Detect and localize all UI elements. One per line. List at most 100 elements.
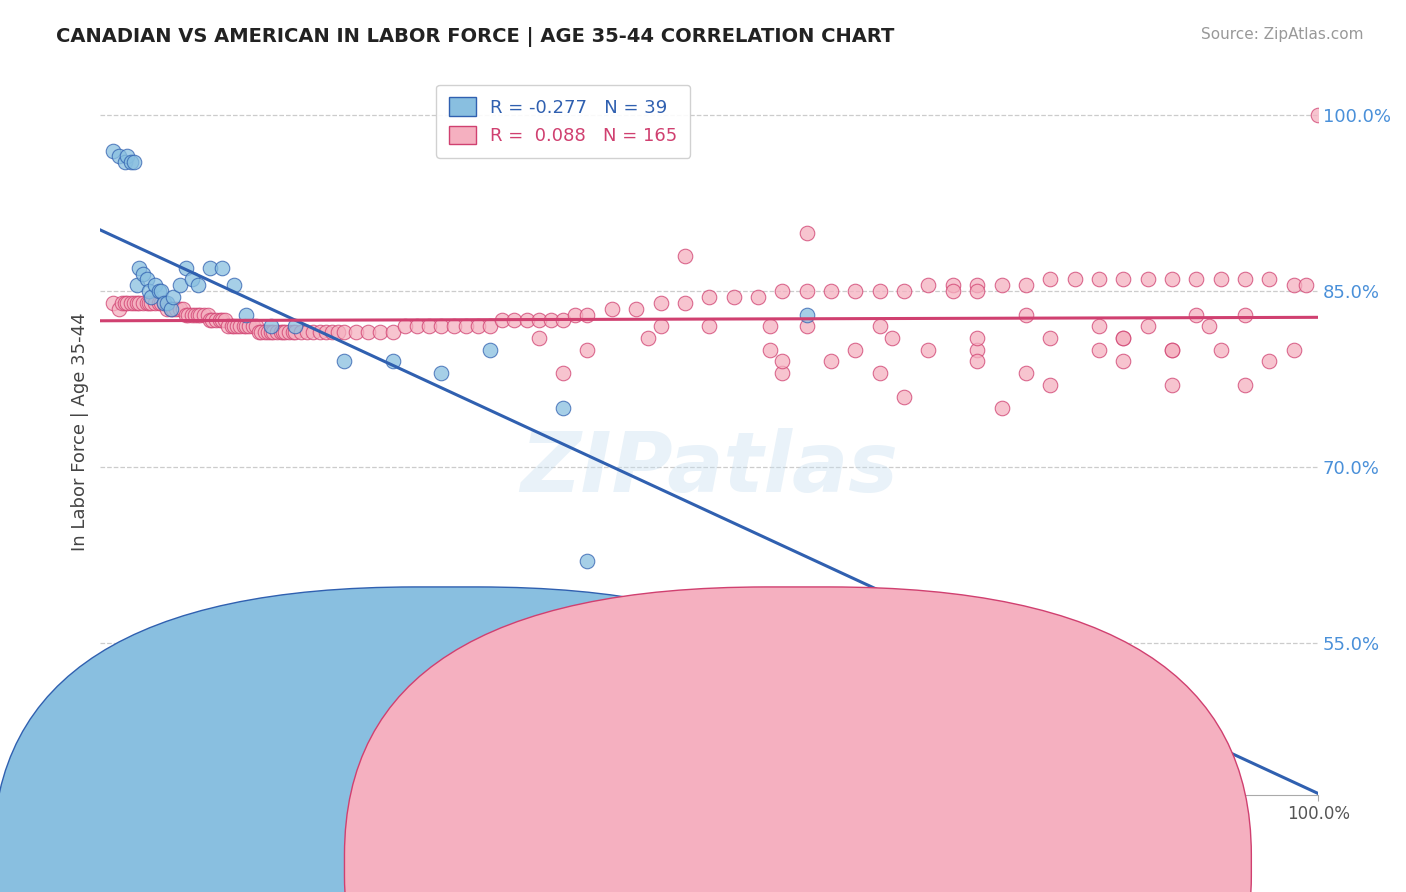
Point (274, 325, 297, 339)
Point (1282, 343, 1305, 357)
Point (187, 308, 209, 322)
Point (156, 296, 179, 310)
Point (270, 325, 292, 339)
Point (308, 325, 330, 339)
Point (211, 313, 233, 327)
Text: Canadians: Canadians (506, 858, 600, 876)
Point (917, 278, 939, 293)
Point (990, 401, 1012, 416)
Point (245, 319, 267, 334)
Point (1209, 272, 1232, 286)
Point (120, 155, 142, 169)
Point (290, 325, 312, 339)
Point (177, 308, 200, 322)
Point (138, 284, 160, 298)
Point (1282, 278, 1305, 293)
Point (1088, 319, 1111, 334)
Point (1161, 343, 1184, 357)
Point (111, 296, 134, 310)
Point (1112, 272, 1135, 286)
Point (284, 325, 307, 339)
Point (697, 319, 720, 334)
Point (966, 284, 988, 298)
Point (1234, 378, 1257, 392)
Point (260, 325, 283, 339)
Point (491, 313, 513, 327)
Point (160, 301, 183, 316)
Point (1161, 378, 1184, 392)
Point (650, 296, 672, 310)
Point (197, 308, 219, 322)
Point (844, 284, 866, 298)
Point (257, 325, 280, 339)
Point (284, 319, 307, 334)
Point (128, 296, 150, 310)
Point (650, 319, 672, 334)
Point (235, 319, 257, 334)
Point (138, 296, 160, 310)
Point (135, 296, 157, 310)
Point (262, 325, 284, 339)
Point (1234, 272, 1257, 286)
Point (479, 343, 502, 357)
Point (141, 296, 163, 310)
Text: CANADIAN VS AMERICAN IN LABOR FORCE | AGE 35-44 CORRELATION CHART: CANADIAN VS AMERICAN IN LABOR FORCE | AG… (56, 27, 894, 46)
Point (187, 278, 209, 293)
Point (217, 319, 239, 334)
Point (673, 249, 696, 263)
Point (214, 313, 236, 327)
Point (966, 641, 988, 656)
Point (430, 319, 453, 334)
Point (564, 308, 586, 322)
Point (966, 331, 988, 345)
Point (253, 325, 276, 339)
Point (1039, 331, 1062, 345)
Point (1063, 272, 1085, 286)
Point (770, 366, 793, 380)
Point (624, 301, 647, 316)
Point (770, 284, 793, 298)
Point (281, 325, 304, 339)
Point (966, 278, 988, 293)
Point (250, 325, 273, 339)
Point (697, 290, 720, 304)
Point (333, 354, 356, 368)
Point (759, 343, 782, 357)
Point (844, 343, 866, 357)
Point (1088, 343, 1111, 357)
Point (1112, 331, 1135, 345)
Point (152, 296, 174, 310)
Point (132, 296, 155, 310)
Point (893, 390, 915, 404)
Point (467, 319, 489, 334)
Point (990, 278, 1012, 293)
Point (1015, 278, 1038, 293)
Point (1112, 331, 1135, 345)
Point (114, 155, 136, 169)
Point (169, 278, 191, 293)
Point (143, 278, 166, 293)
Point (747, 290, 769, 304)
Point (796, 319, 818, 334)
Point (125, 278, 148, 293)
Point (966, 343, 988, 357)
Point (229, 319, 252, 334)
Point (162, 301, 184, 316)
Point (326, 325, 349, 339)
Point (201, 313, 224, 327)
Y-axis label: In Labor Force | Age 35-44: In Labor Force | Age 35-44 (72, 312, 89, 551)
Point (169, 301, 191, 316)
Point (1295, 278, 1317, 293)
Point (198, 260, 221, 275)
Point (247, 325, 270, 339)
Point (141, 290, 163, 304)
Point (297, 325, 319, 339)
Point (942, 278, 965, 293)
Point (381, 354, 404, 368)
Point (516, 313, 538, 327)
Point (673, 296, 696, 310)
Point (224, 319, 246, 334)
Point (180, 272, 202, 286)
Point (180, 308, 202, 322)
Point (162, 290, 184, 304)
